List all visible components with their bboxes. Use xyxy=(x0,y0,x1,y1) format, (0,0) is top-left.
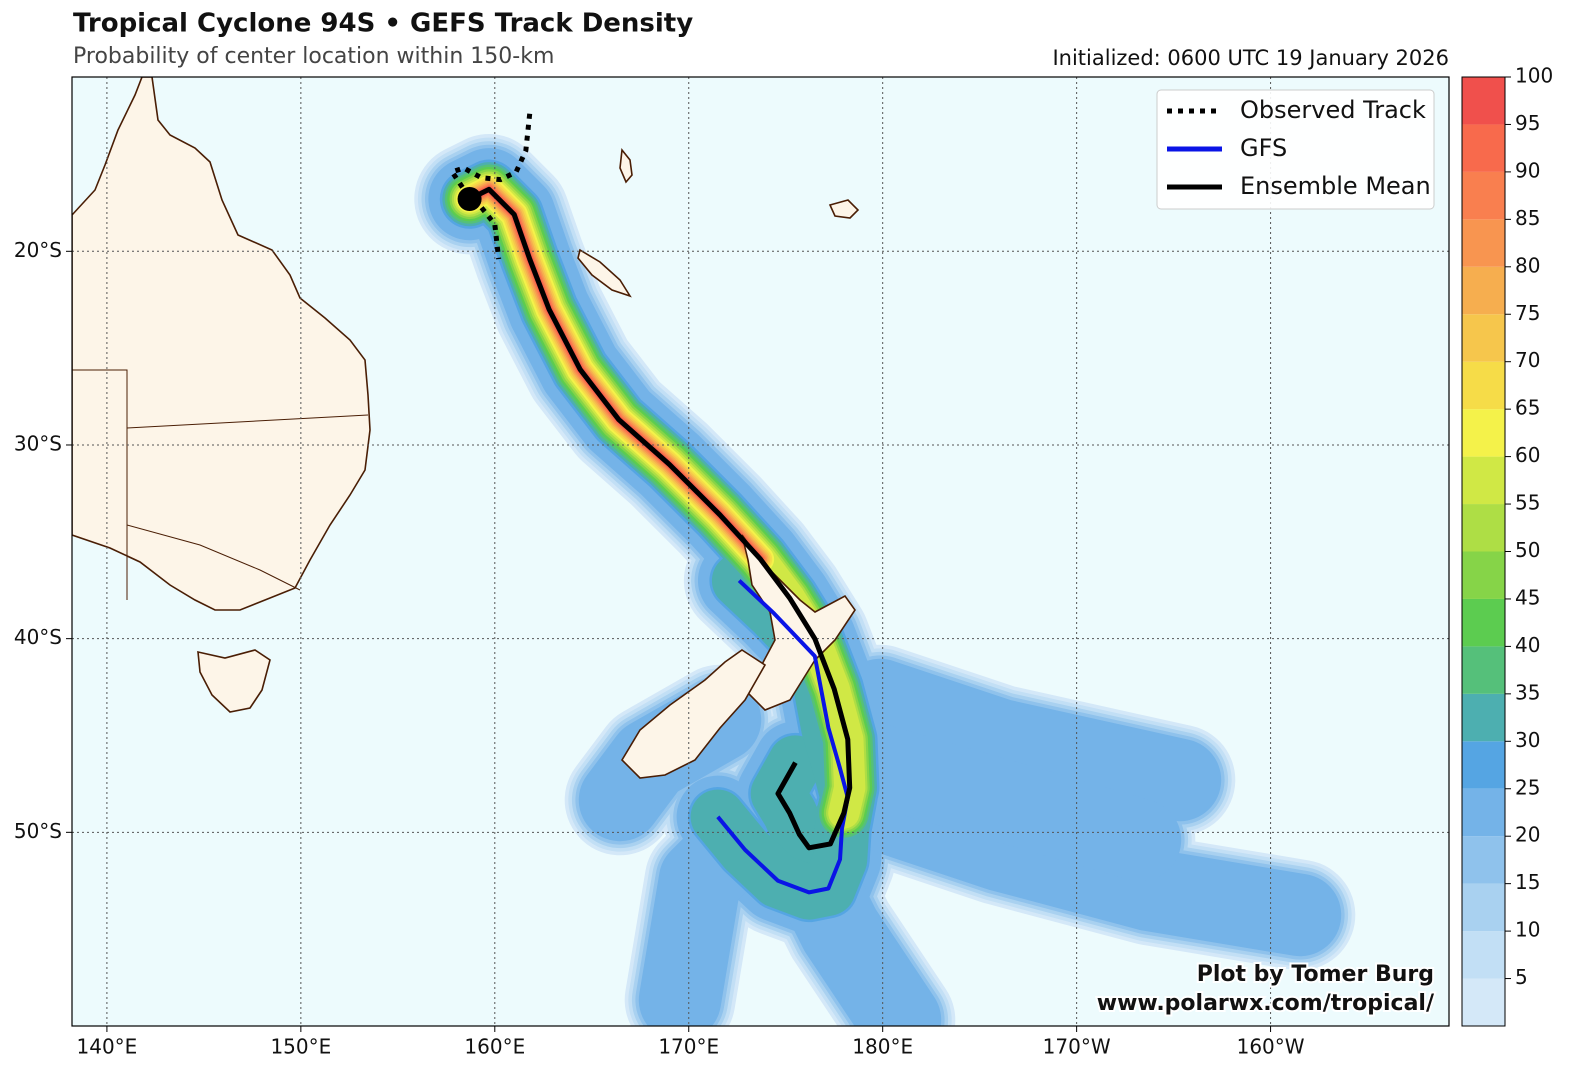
colorbar-bin xyxy=(1462,314,1505,362)
colorbar-tick-label: 60 xyxy=(1515,443,1540,467)
y-tick-label: 30°S xyxy=(14,431,62,455)
x-tick-label: 170°E xyxy=(658,1035,719,1059)
vanuatu xyxy=(619,147,633,184)
colorbar-tick-label: 75 xyxy=(1515,301,1540,325)
colorbar-tick-label: 25 xyxy=(1515,775,1540,799)
colorbar-tick-label: 80 xyxy=(1515,253,1540,277)
density-band xyxy=(838,658,1222,822)
chart-subtitle: Probability of center location within 15… xyxy=(73,44,554,69)
colorbar-bin xyxy=(1462,836,1505,884)
colorbar-tick-label: 50 xyxy=(1515,538,1540,562)
colorbar-tick-label: 100 xyxy=(1515,64,1553,88)
colorbar-tick-label: 30 xyxy=(1515,728,1540,752)
tasmania xyxy=(197,649,271,713)
colorbar-bin xyxy=(1462,504,1505,552)
colorbar-bin xyxy=(1462,77,1505,125)
density-band xyxy=(818,718,1182,882)
colorbar-bin xyxy=(1462,978,1505,1026)
colorbar-tick-label: 85 xyxy=(1515,206,1540,230)
colorbar-bin xyxy=(1462,741,1505,789)
credit-url: www.polarwx.com/tropical/ xyxy=(1097,991,1435,1016)
nz-south-island xyxy=(620,649,767,779)
colorbar-tick-label: 5 xyxy=(1515,965,1528,989)
init-time: Initialized: 0600 UTC 19 January 2026 xyxy=(1052,46,1449,70)
y-tick-label: 20°S xyxy=(14,238,62,262)
colorbar-bin xyxy=(1462,171,1505,220)
x-tick-label: 150°E xyxy=(270,1035,331,1059)
start-point xyxy=(457,187,482,212)
colorbar-tick-label: 70 xyxy=(1515,348,1540,372)
colorbar-bin xyxy=(1462,598,1505,647)
track-line xyxy=(468,186,853,851)
legend-label: Observed Track xyxy=(1240,96,1426,124)
colorbar-tick-label: 90 xyxy=(1515,158,1540,182)
grid-layer xyxy=(72,77,1449,1026)
state-border xyxy=(72,369,128,600)
colorbar-tick-label: 45 xyxy=(1515,585,1540,609)
australia xyxy=(72,77,371,611)
colorbar-bin xyxy=(1462,883,1505,932)
colorbar-bin xyxy=(1462,456,1505,505)
colorbar-tick-label: 20 xyxy=(1515,823,1540,847)
x-tick-label: 180°E xyxy=(852,1035,913,1059)
legend-label: Ensemble Mean xyxy=(1240,172,1431,200)
colorbar-bin xyxy=(1462,931,1505,979)
colorbar-bin xyxy=(1462,124,1505,172)
fiji xyxy=(828,199,860,219)
map-frame xyxy=(71,76,1450,1027)
colorbar-bin xyxy=(1462,266,1505,315)
colorbar-tick-label: 10 xyxy=(1515,918,1540,942)
colorbar-tick-label: 15 xyxy=(1515,870,1540,894)
colorbar-bin xyxy=(1462,693,1505,742)
chart-title: Tropical Cyclone 94S • GEFS Track Densit… xyxy=(73,9,693,39)
colorbar-tick-label: 95 xyxy=(1515,111,1540,135)
colorbar-bin xyxy=(1462,361,1505,410)
x-tick-label: 140°E xyxy=(77,1035,138,1059)
x-tick-label: 160°E xyxy=(464,1035,525,1059)
state-border xyxy=(126,524,301,591)
land xyxy=(72,77,860,779)
colorbar-tick-label: 40 xyxy=(1515,633,1540,657)
colorbar-bin xyxy=(1462,219,1505,267)
colorbar-bin xyxy=(1462,409,1505,457)
density-band xyxy=(808,758,1342,957)
state-border xyxy=(126,414,369,429)
track-layer xyxy=(449,113,853,895)
x-tick-label: 170°W xyxy=(1043,1035,1111,1059)
new-caledonia xyxy=(577,248,632,298)
colorbar-bin xyxy=(1462,788,1505,837)
axes-layer: 140°E 150°E 160°E 170°E 180°E 170°W 160°W 20°S 3… xyxy=(14,238,1305,1059)
colorbar-bin xyxy=(1462,646,1505,694)
track-line xyxy=(449,113,533,260)
colorbar-tick-label: 55 xyxy=(1515,491,1540,515)
colorbar-tick-label: 35 xyxy=(1515,680,1540,704)
y-tick-label: 50°S xyxy=(14,819,62,843)
colorbar: 5 10 15 20 25 30 35 40 45 50 55 60 65 70 75 80 85 90 95 100 xyxy=(1461,64,1553,1027)
legend-label: GFS xyxy=(1240,134,1287,162)
map-layer xyxy=(72,77,1449,1026)
credit: Plot by Tomer Burg xyxy=(1197,962,1434,987)
borders xyxy=(72,369,369,600)
x-tick-label: 160°W xyxy=(1237,1035,1305,1059)
legend: Observed Track GFS Ensemble Mean xyxy=(1156,89,1435,210)
legend-box xyxy=(1156,89,1435,210)
colorbar-tick-label: 65 xyxy=(1515,396,1540,420)
colorbar-bin xyxy=(1462,551,1505,599)
track-line xyxy=(716,579,850,895)
y-tick-label: 40°S xyxy=(14,625,62,649)
